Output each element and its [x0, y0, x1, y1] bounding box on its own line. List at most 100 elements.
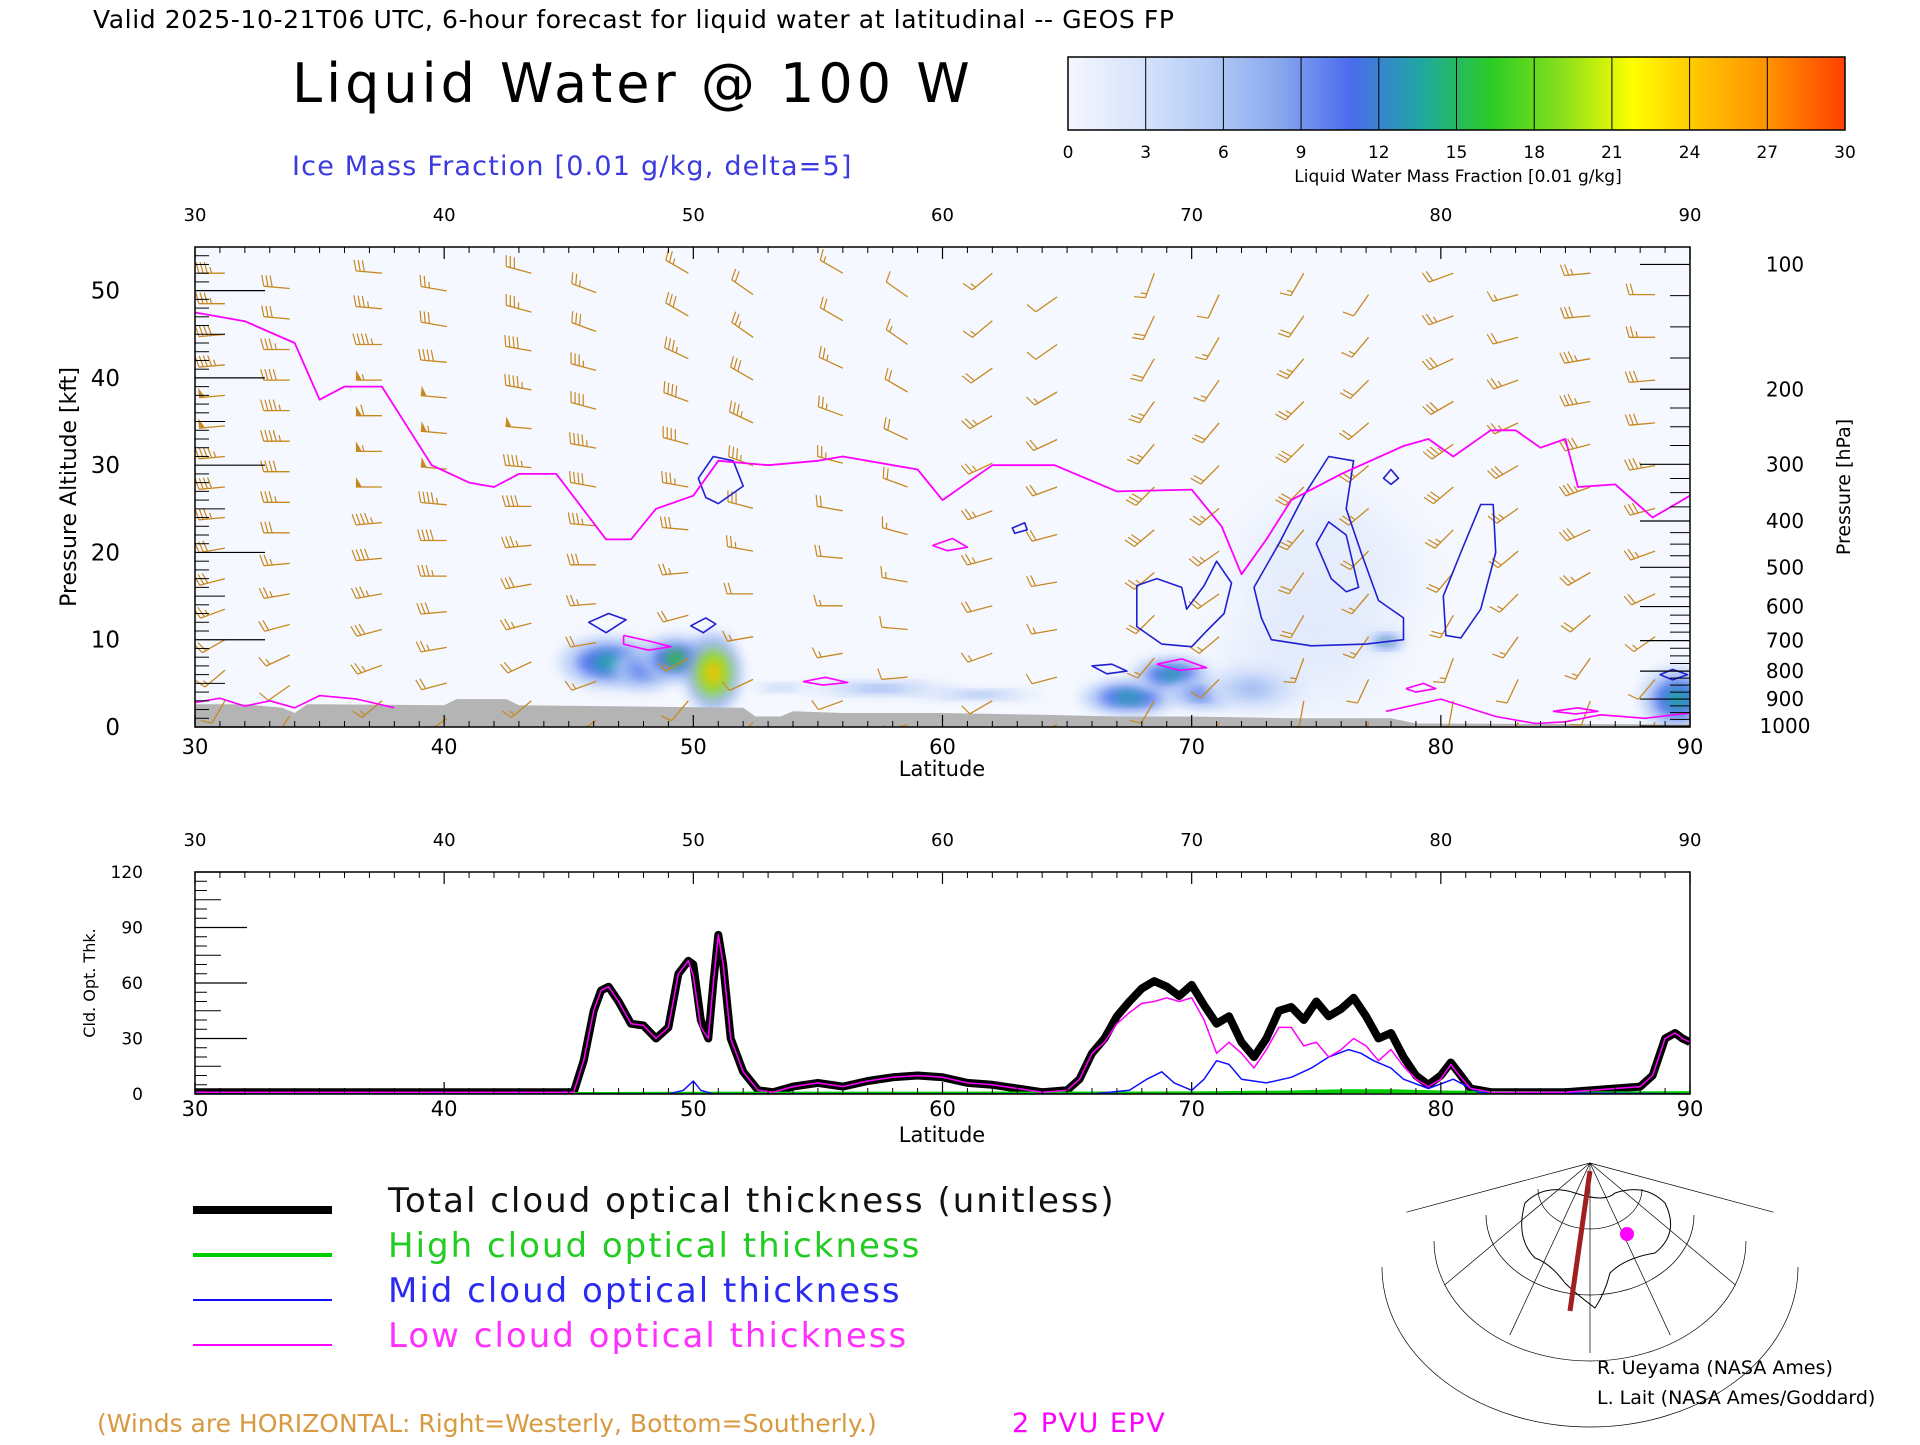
colorbar-tick-label: 12	[1368, 143, 1390, 163]
pressure-tick-label: 200	[1766, 377, 1804, 401]
optical-thickness-frame	[195, 872, 1690, 1094]
x-tick-label: 30	[182, 1097, 209, 1121]
x-tick-label: 80	[1427, 1097, 1454, 1121]
locator-map-marker	[1620, 1227, 1634, 1241]
x-tick-label-top: 40	[433, 205, 456, 226]
legend-high: High cloud optical thickness	[388, 1226, 921, 1266]
x-tick-label: 70	[1178, 1097, 1205, 1121]
legend-low: Low cloud optical thickness	[388, 1316, 908, 1356]
x-tick-label: 60	[929, 1097, 956, 1121]
pressure-tick-label: 100	[1766, 252, 1804, 276]
pressure-tick-label: 600	[1766, 595, 1804, 619]
legend: Total cloud optical thickness (unitless)…	[193, 1181, 1116, 1356]
x-tick-label-top: 60	[931, 830, 954, 851]
y-tick-label: 120	[111, 863, 143, 883]
x-tick-label: 80	[1427, 735, 1454, 759]
colorbar-tick-label: 0	[1063, 143, 1074, 163]
colorbar-tick-label: 18	[1523, 143, 1545, 163]
cross-section-xlabel: Latitude	[899, 757, 985, 781]
x-tick-label-top: 50	[682, 830, 705, 851]
liquid-water-peak	[856, 686, 905, 691]
total-optical-thickness-line	[195, 935, 1690, 1092]
liquid-water-peak	[771, 686, 790, 689]
x-tick-label: 50	[680, 735, 707, 759]
wind-barb-half-feather	[826, 404, 827, 410]
epv-footnote: 2 PVU EPV	[1012, 1408, 1166, 1439]
wind-barb-half-feather	[732, 734, 737, 737]
cross-section-ylabel: Pressure Altitude [kft]	[57, 367, 82, 607]
low-optical-thickness-line	[195, 935, 1690, 1092]
colorbar-tick-label: 6	[1218, 143, 1229, 163]
pressure-tick-label: 500	[1766, 555, 1804, 579]
wind-barb-half-feather	[735, 542, 736, 548]
page-title: Liquid Water @ 100 W	[292, 52, 974, 115]
pressure-tick-label: 300	[1766, 452, 1804, 476]
colorbar-tick-label: 15	[1446, 143, 1468, 163]
x-tick-label: 90	[1677, 1097, 1704, 1121]
pressure-tick-label: 1000	[1760, 714, 1811, 738]
y-tick-label: 30	[121, 1030, 143, 1050]
x-tick-label-top: 50	[682, 205, 705, 226]
wind-barb-feather	[566, 728, 575, 735]
y-tick-label: 40	[91, 366, 120, 392]
cross-section-panel: 3030404050506060707080809090010203040501…	[57, 205, 1855, 781]
pressure-tick-label: 700	[1766, 629, 1804, 653]
x-tick-label: 50	[680, 1097, 707, 1121]
x-tick-label-top: 80	[1429, 830, 1452, 851]
x-tick-label: 60	[929, 735, 956, 759]
legend-mid: Mid cloud optical thickness	[388, 1271, 902, 1311]
locator-map-bg	[1495, 1163, 1690, 1311]
x-tick-label: 70	[1178, 735, 1205, 759]
y-tick-label: 30	[91, 453, 120, 479]
x-tick-label-top: 70	[1180, 830, 1203, 851]
colorbar-tick-label: 9	[1296, 143, 1307, 163]
wind-barb-half-feather	[429, 282, 430, 288]
x-tick-label: 90	[1677, 735, 1704, 759]
x-tick-label: 30	[182, 735, 209, 759]
y-tick-label: 0	[132, 1085, 143, 1105]
x-tick-label-top: 90	[1679, 830, 1702, 851]
wind-barb-half-feather	[1033, 729, 1037, 734]
liquid-water-peak	[665, 652, 688, 667]
optical-thickness-ylabel: Cld. Opt. Thk.	[80, 928, 99, 1037]
colorbar-tick-label: 3	[1140, 143, 1151, 163]
y-tick-label: 60	[121, 974, 143, 994]
liquid-water-peak	[1114, 692, 1144, 703]
pressure-tick-label: 800	[1766, 659, 1804, 683]
colorbar-label: Liquid Water Mass Fraction [0.01 g/kg]	[1294, 167, 1621, 187]
x-tick-label-top: 30	[184, 830, 207, 851]
x-tick-label-top: 30	[184, 205, 207, 226]
y-tick-label: 50	[91, 279, 120, 305]
x-tick-label-top: 80	[1429, 205, 1452, 226]
valid-time-line: Valid 2025-10-21T06 UTC, 6-hour forecast…	[93, 5, 1175, 34]
pressure-label: Pressure [hPa]	[1833, 419, 1855, 555]
ice-subtitle: Ice Mass Fraction [0.01 g/kg, delta=5]	[292, 151, 853, 182]
cross-section-background	[195, 247, 1690, 727]
y-tick-label: 90	[121, 919, 143, 939]
credit-line-2: L. Lait (NASA Ames/Goddard)	[1597, 1387, 1875, 1409]
wind-barb-half-feather	[741, 455, 742, 461]
wind-barb-half-feather	[1141, 293, 1147, 294]
credit-line-1: R. Ueyama (NASA Ames)	[1597, 1357, 1833, 1379]
x-tick-label-top: 90	[1679, 205, 1702, 226]
y-tick-label: 0	[105, 715, 120, 741]
liquid-water-peak	[959, 693, 1001, 696]
wind-barb-half-feather	[1440, 678, 1446, 679]
optical-thickness-xlabel: Latitude	[899, 1123, 985, 1147]
legend-total: Total cloud optical thickness (unitless)	[387, 1181, 1116, 1221]
winds-footnote: (Winds are HORIZONTAL: Right=Westerly, B…	[97, 1409, 877, 1438]
x-tick-label: 40	[431, 735, 458, 759]
wind-barb-half-feather	[580, 280, 581, 286]
wind-barb-half-feather	[1640, 741, 1646, 742]
x-tick-label-top: 60	[931, 205, 954, 226]
wind-barb-half-feather	[1290, 678, 1296, 679]
colorbar-tick-label: 24	[1679, 143, 1701, 163]
liquid-water-peak	[705, 661, 722, 685]
colorbar-tick-label: 27	[1756, 143, 1778, 163]
pressure-tick-label: 400	[1766, 509, 1804, 533]
optical-thickness-lines	[195, 935, 1690, 1094]
